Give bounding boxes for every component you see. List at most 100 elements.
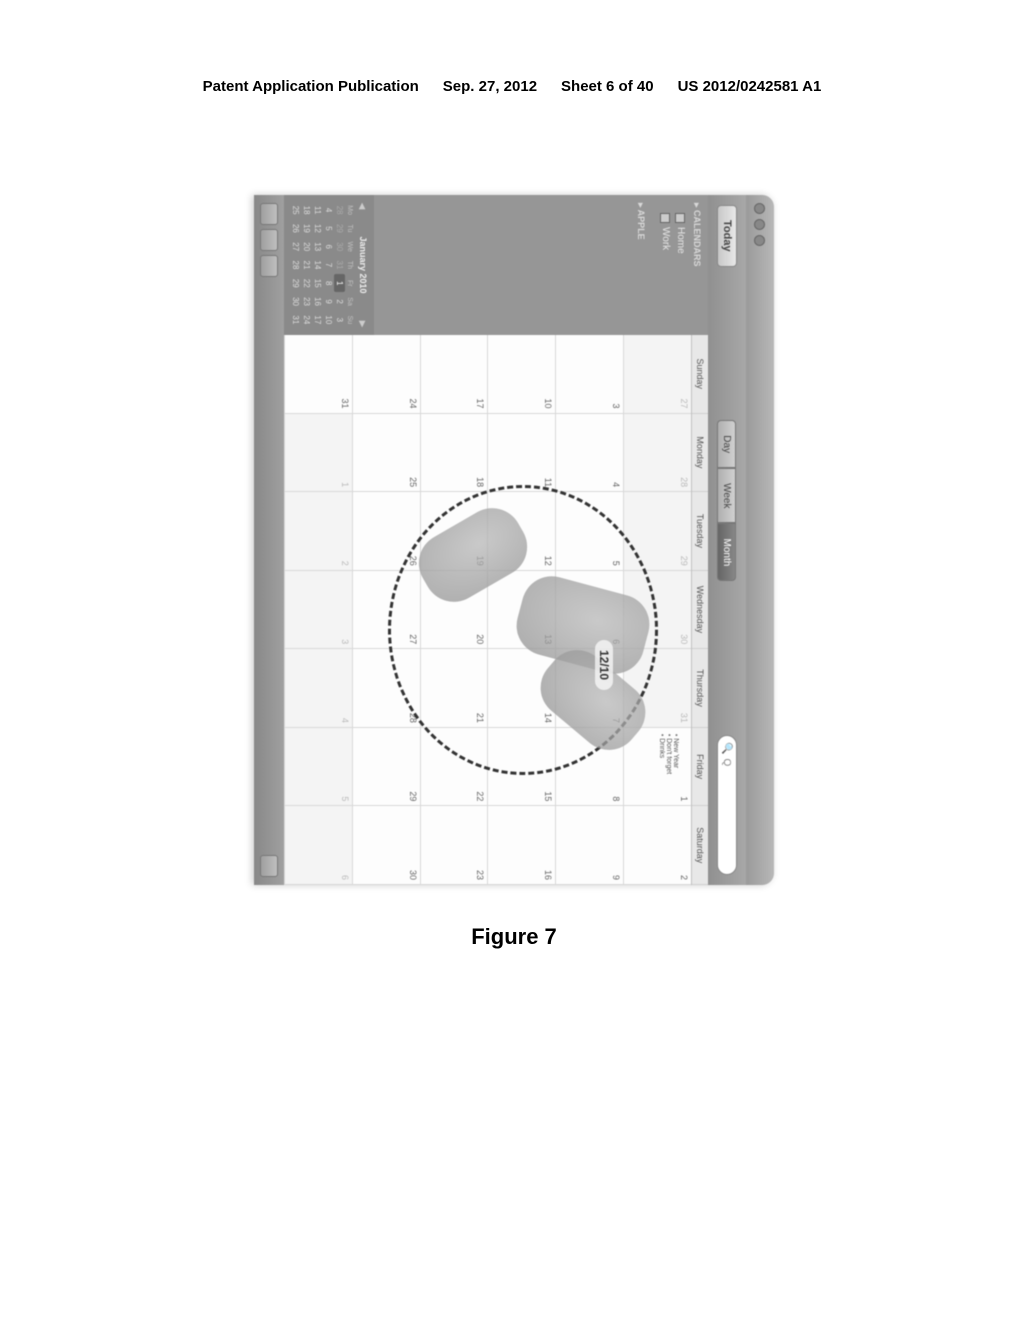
day-cell[interactable]: 11 [489,414,556,493]
sidebar-section-calendars[interactable]: ▸ CALENDARS [688,195,708,335]
minimize-icon[interactable] [755,219,766,230]
day-cell[interactable]: 28 [624,414,691,493]
day-cell[interactable]: 12 [489,492,556,571]
mini-day[interactable]: 1 [334,274,345,292]
mini-day[interactable]: 9 [323,292,334,310]
day-cell[interactable]: 6 [285,806,352,885]
day-cell[interactable]: 30 [353,806,420,885]
today-button[interactable]: Today [717,205,737,267]
day-cell[interactable]: 23 [421,806,488,885]
mini-day[interactable]: 30 [290,292,301,310]
day-cell[interactable]: 29 [624,492,691,571]
day-cell[interactable]: 7 [556,649,623,728]
day-cell[interactable]: 22 [421,728,488,807]
day-cell[interactable]: 5 [556,492,623,571]
mini-day[interactable]: 21 [301,256,312,274]
day-cell[interactable]: 19 [421,492,488,571]
mini-day[interactable]: 13 [312,238,323,256]
mini-day[interactable]: 30 [334,238,345,256]
day-cell[interactable]: 13 [489,571,556,650]
mini-day[interactable]: 7 [323,256,334,274]
day-cell[interactable]: 9 [556,806,623,885]
mini-day[interactable]: 8 [323,274,334,292]
day-cell[interactable]: 21 [421,649,488,728]
mini-day[interactable]: 28 [334,201,345,219]
event[interactable]: Don't forget [665,732,672,802]
day-cell[interactable]: 10 [489,335,556,414]
mini-day[interactable]: 25 [290,201,301,219]
mini-day[interactable]: 23 [301,292,312,310]
day-cell[interactable]: 16 [489,806,556,885]
mini-prev-icon[interactable]: ◀ [359,203,368,209]
mini-day[interactable]: 6 [323,238,334,256]
event[interactable]: New Year [672,732,679,802]
bottom-btn-right[interactable] [260,855,278,877]
day-cell[interactable]: 24 [353,335,420,414]
mini-day[interactable]: 19 [301,219,312,237]
mini-day[interactable]: 26 [290,219,301,237]
sidebar-section-apple[interactable]: ▸ APPLE [632,195,652,335]
mini-day[interactable]: 10 [323,311,334,329]
mini-day[interactable]: 5 [323,219,334,237]
day-cell[interactable]: 30 [624,571,691,650]
day-cell[interactable]: 28 [353,649,420,728]
checkbox-icon[interactable] [661,213,671,223]
day-cell[interactable]: 26 [353,492,420,571]
day-cell[interactable]: 5 [285,728,352,807]
event[interactable]: Drinks [658,732,665,802]
checkbox-icon[interactable] [676,213,686,223]
day-cell[interactable]: 17 [421,335,488,414]
bottom-btn-1[interactable] [260,203,278,225]
mini-day[interactable]: 29 [290,274,301,292]
day-cell[interactable]: 4 [556,414,623,493]
seg-month[interactable]: Month [718,523,737,581]
day-cell[interactable]: 15 [489,728,556,807]
seg-day[interactable]: Day [718,420,737,468]
sidebar-item-home[interactable]: Home [673,195,688,335]
mini-day[interactable]: 2 [334,292,345,310]
day-cell[interactable]: 31 [285,335,352,414]
day-cell[interactable]: 2 [624,806,691,885]
search-input[interactable]: 🔍 Q [717,735,737,875]
bottom-btn-2[interactable] [260,229,278,251]
day-cell[interactable]: 4 [285,649,352,728]
mini-day[interactable]: 4 [323,201,334,219]
mini-day[interactable]: 17 [312,311,323,329]
day-cell[interactable]: 3 [285,571,352,650]
mini-day[interactable]: 14 [312,256,323,274]
mini-day[interactable]: 27 [290,238,301,256]
day-cell[interactable]: 2 [285,492,352,571]
mini-day[interactable]: 31 [290,311,301,329]
day-cell[interactable]: 20 [421,571,488,650]
day-cell[interactable]: 14 [489,649,556,728]
sidebar-item-work[interactable]: Work [658,195,673,335]
day-cell[interactable]: 6 [556,571,623,650]
seg-week[interactable]: Week [718,468,737,523]
mini-day[interactable]: 29 [334,219,345,237]
day-cell[interactable]: 1 [285,414,352,493]
mini-day[interactable]: 11 [312,201,323,219]
mini-next-icon[interactable]: ▶ [359,321,368,327]
mini-day[interactable]: 28 [290,256,301,274]
day-cell[interactable]: 29 [353,728,420,807]
day-cell[interactable]: 8 [556,728,623,807]
mini-day[interactable]: 20 [301,238,312,256]
mini-day[interactable]: 12 [312,219,323,237]
mini-day[interactable]: 18 [301,201,312,219]
mini-day[interactable]: 3 [334,311,345,329]
mini-day[interactable]: 16 [312,292,323,310]
day-cell[interactable]: 27 [624,335,691,414]
day-cell[interactable]: 1New YearDon't forgetDrinks [624,728,691,807]
mini-day[interactable]: 15 [312,274,323,292]
mini-day[interactable]: 22 [301,274,312,292]
mini-day[interactable]: 24 [301,311,312,329]
day-cell[interactable]: 25 [353,414,420,493]
mini-day[interactable]: 31 [334,256,345,274]
bottom-btn-3[interactable] [260,255,278,277]
day-cell[interactable]: 3 [556,335,623,414]
day-cell[interactable]: 27 [353,571,420,650]
day-cell[interactable]: 31 [624,649,691,728]
close-icon[interactable] [755,203,766,214]
day-cell[interactable]: 18 [421,414,488,493]
zoom-icon[interactable] [755,235,766,246]
